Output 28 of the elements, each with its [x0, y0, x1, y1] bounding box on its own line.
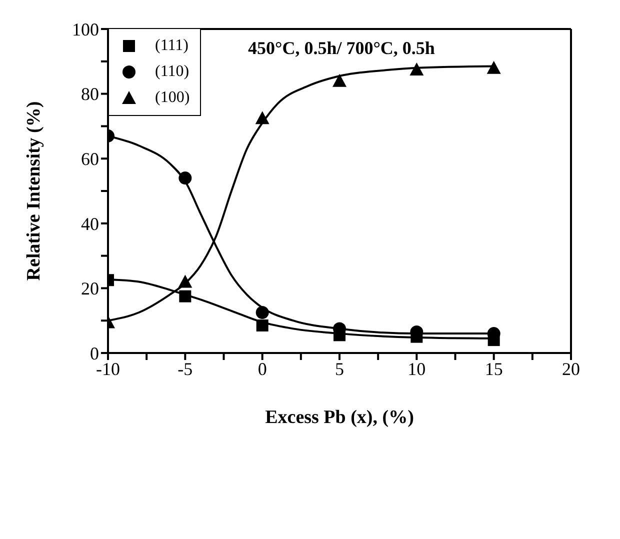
annotation: 450°C, 0.5h/ 700°C, 0.5h — [248, 38, 435, 59]
x-tick-label: 5 — [335, 358, 344, 379]
point — [256, 319, 268, 332]
x-tick-label: 20 — [562, 358, 580, 379]
point — [410, 62, 424, 76]
y-tick-label: 60 — [81, 148, 99, 169]
point — [179, 290, 192, 302]
x-tick-label: 15 — [484, 358, 503, 379]
y-tick-label: 40 — [81, 214, 99, 234]
point — [256, 306, 269, 319]
y-tick-label: 20 — [81, 278, 99, 299]
point — [255, 111, 270, 124]
point — [178, 172, 192, 185]
legend-label: (111) — [155, 37, 188, 55]
y-axis-title: Relative Intensity (%) — [24, 101, 45, 281]
legend-label: (110) — [155, 63, 190, 81]
legend-label: (100) — [155, 89, 190, 107]
x-tick-label: -10 — [96, 358, 120, 379]
y-tick-label: 80 — [81, 84, 99, 104]
x-tick-label: 10 — [408, 358, 426, 379]
point — [332, 74, 346, 87]
x-axis-title: Excess Pb (x), (%) — [265, 407, 414, 428]
point — [178, 274, 192, 288]
point — [486, 60, 501, 74]
x-tick-label: 0 — [258, 358, 267, 379]
y-tick-label: 100 — [72, 19, 99, 40]
y-tick-label: 0 — [90, 343, 99, 364]
x-tick-label: -5 — [178, 358, 193, 379]
